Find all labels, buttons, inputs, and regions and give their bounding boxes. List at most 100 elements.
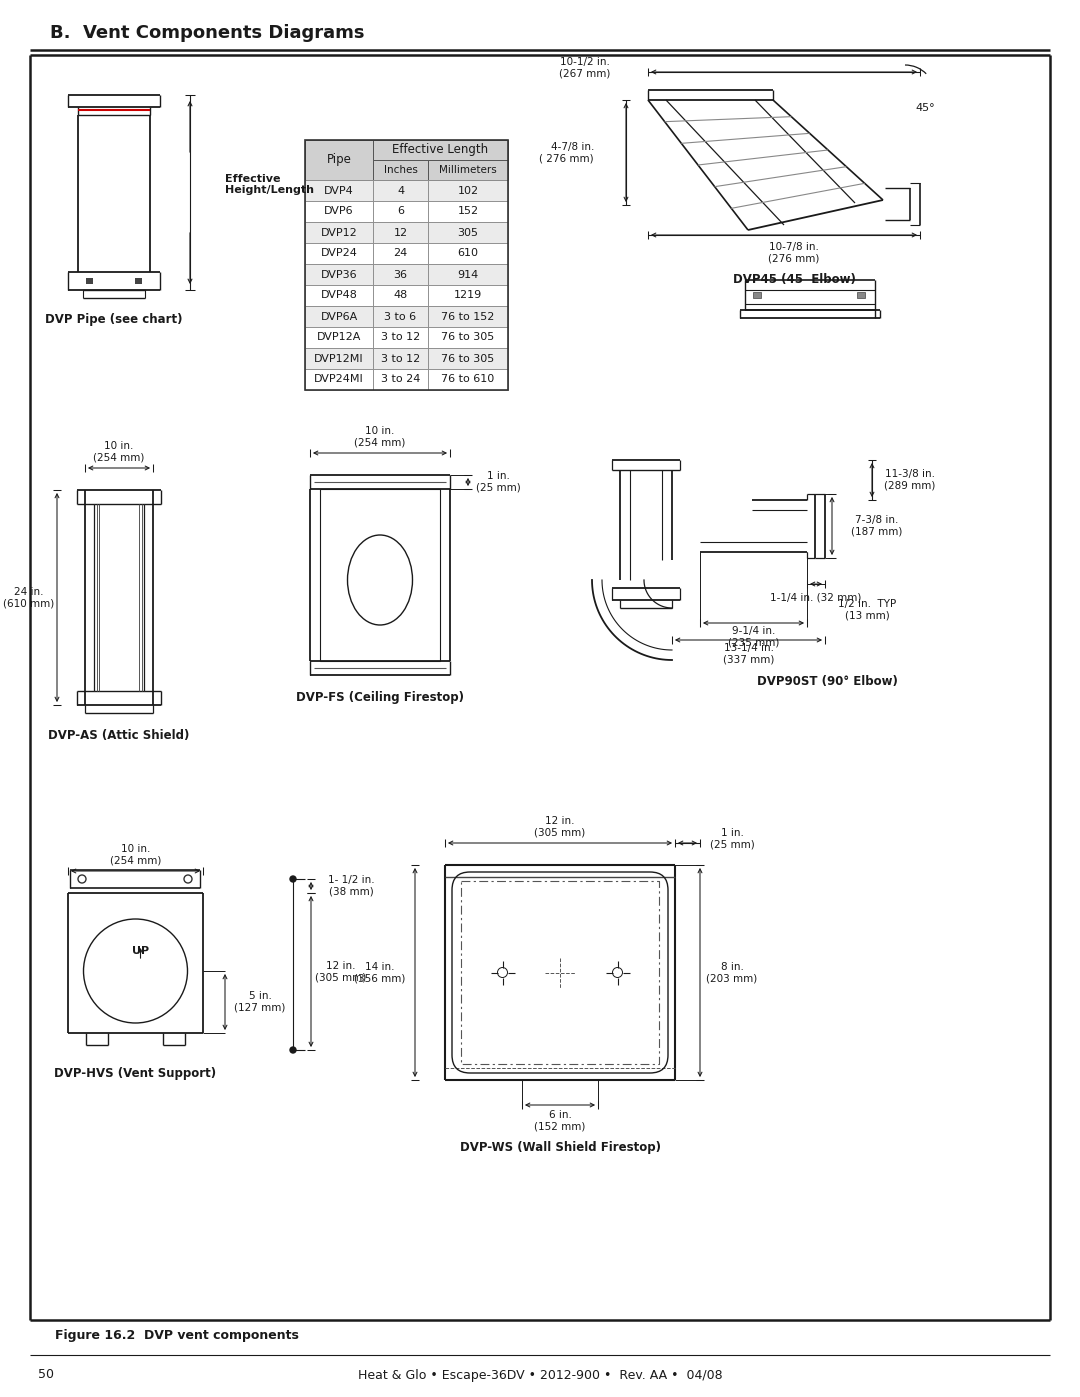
Bar xyxy=(373,306,428,327)
Bar xyxy=(373,180,428,201)
Text: 152: 152 xyxy=(458,207,478,217)
Bar xyxy=(305,140,373,180)
Text: DVP4: DVP4 xyxy=(324,186,354,196)
Text: B.  Vent Components Diagrams: B. Vent Components Diagrams xyxy=(50,24,365,42)
Bar xyxy=(428,243,508,264)
Bar xyxy=(428,222,508,243)
Bar xyxy=(305,306,373,327)
Text: DVP-HVS (Vent Support): DVP-HVS (Vent Support) xyxy=(54,1066,217,1080)
Text: 10-1/2 in.
(267 mm): 10-1/2 in. (267 mm) xyxy=(558,57,610,78)
Text: 48: 48 xyxy=(393,291,407,300)
Text: UP: UP xyxy=(132,946,149,956)
Text: Millimeters: Millimeters xyxy=(440,165,497,175)
Text: DVP Pipe (see chart): DVP Pipe (see chart) xyxy=(45,313,183,327)
Bar xyxy=(135,278,141,284)
Bar xyxy=(428,180,508,201)
Bar xyxy=(373,161,428,180)
Text: 76 to 305: 76 to 305 xyxy=(442,332,495,342)
Text: DVP90ST (90° Elbow): DVP90ST (90° Elbow) xyxy=(757,676,897,689)
Text: DVP24: DVP24 xyxy=(321,249,357,258)
Bar xyxy=(305,264,373,285)
Text: 1219: 1219 xyxy=(454,291,482,300)
Circle shape xyxy=(291,876,296,882)
Text: 610: 610 xyxy=(458,249,478,258)
Text: 4: 4 xyxy=(397,186,404,196)
Text: 8 in.
(203 mm): 8 in. (203 mm) xyxy=(706,961,758,983)
Text: DVP48: DVP48 xyxy=(321,291,357,300)
Text: 9-1/4 in.
(235 mm): 9-1/4 in. (235 mm) xyxy=(728,626,779,648)
Bar xyxy=(305,348,373,369)
Text: 14 in.
(356 mm): 14 in. (356 mm) xyxy=(354,961,406,983)
Text: 10 in.
(254 mm): 10 in. (254 mm) xyxy=(110,844,161,866)
Bar xyxy=(428,285,508,306)
Bar xyxy=(373,327,428,348)
Text: 1 in.
(25 mm): 1 in. (25 mm) xyxy=(710,828,754,849)
Text: 102: 102 xyxy=(458,186,478,196)
Bar xyxy=(305,140,508,390)
Bar xyxy=(305,201,373,222)
Text: DVP45 (45  Elbow): DVP45 (45 Elbow) xyxy=(732,274,855,286)
Bar xyxy=(428,369,508,390)
Text: DVP6: DVP6 xyxy=(324,207,354,217)
Bar xyxy=(373,369,428,390)
Text: DVP-AS (Attic Shield): DVP-AS (Attic Shield) xyxy=(49,728,190,742)
Bar xyxy=(373,222,428,243)
Text: 3 to 12: 3 to 12 xyxy=(381,353,420,363)
Text: 24 in.
(610 mm): 24 in. (610 mm) xyxy=(3,587,55,608)
Bar xyxy=(305,180,373,201)
Text: Effective
Height/Length: Effective Height/Length xyxy=(225,173,314,196)
Text: 24: 24 xyxy=(393,249,407,258)
Text: 10 in.
(254 mm): 10 in. (254 mm) xyxy=(93,441,145,462)
Text: 10 in.
(254 mm): 10 in. (254 mm) xyxy=(354,426,406,448)
Text: 1- 1/2 in.
(38 mm): 1- 1/2 in. (38 mm) xyxy=(327,875,375,897)
Text: 12: 12 xyxy=(393,228,407,237)
Bar xyxy=(428,201,508,222)
Text: DVP12: DVP12 xyxy=(321,228,357,237)
Text: 3 to 24: 3 to 24 xyxy=(381,374,420,384)
Text: 6 in.
(152 mm): 6 in. (152 mm) xyxy=(535,1111,585,1132)
Text: 76 to 305: 76 to 305 xyxy=(442,353,495,363)
Bar xyxy=(373,285,428,306)
Text: 12 in.
(305 mm): 12 in. (305 mm) xyxy=(315,961,366,982)
Text: 3 to 12: 3 to 12 xyxy=(381,332,420,342)
Text: 36: 36 xyxy=(393,270,407,279)
Text: 6: 6 xyxy=(397,207,404,217)
Text: 305: 305 xyxy=(458,228,478,237)
Bar xyxy=(428,264,508,285)
Text: 76 to 152: 76 to 152 xyxy=(442,312,495,321)
Text: 50: 50 xyxy=(38,1369,54,1382)
Bar xyxy=(373,348,428,369)
Bar xyxy=(428,348,508,369)
Bar xyxy=(305,243,373,264)
Text: 7-3/8 in.
(187 mm): 7-3/8 in. (187 mm) xyxy=(851,515,903,536)
Circle shape xyxy=(291,1046,296,1053)
Bar xyxy=(305,327,373,348)
Text: DVP6A: DVP6A xyxy=(321,312,357,321)
Text: 4-7/8 in.
( 276 mm): 4-7/8 in. ( 276 mm) xyxy=(539,141,594,163)
Text: 12 in.
(305 mm): 12 in. (305 mm) xyxy=(535,816,585,838)
Text: 10-7/8 in.
(276 mm): 10-7/8 in. (276 mm) xyxy=(768,242,820,264)
Text: Inches: Inches xyxy=(383,165,418,175)
Bar xyxy=(305,285,373,306)
Text: Pipe: Pipe xyxy=(326,154,351,166)
Text: Heat & Glo • Escape-36DV • 2012-900 •  Rev. AA •  04/08: Heat & Glo • Escape-36DV • 2012-900 • Re… xyxy=(357,1369,723,1382)
Bar xyxy=(753,292,761,298)
Bar xyxy=(373,264,428,285)
Text: DVP-WS (Wall Shield Firestop): DVP-WS (Wall Shield Firestop) xyxy=(459,1140,661,1154)
Bar xyxy=(428,327,508,348)
Text: 1/2 in.  TYP
(13 mm): 1/2 in. TYP (13 mm) xyxy=(838,599,896,620)
Bar xyxy=(858,292,865,298)
Bar xyxy=(86,278,93,284)
Text: 1 in.
(25 mm): 1 in. (25 mm) xyxy=(475,471,521,493)
Text: Figure 16.2  DVP vent components: Figure 16.2 DVP vent components xyxy=(55,1329,299,1341)
Text: 3 to 6: 3 to 6 xyxy=(384,312,417,321)
Text: DVP12A: DVP12A xyxy=(316,332,361,342)
Text: 11-3/8 in.
(289 mm): 11-3/8 in. (289 mm) xyxy=(885,469,935,490)
Text: Effective Length: Effective Length xyxy=(392,144,488,156)
Text: 45°: 45° xyxy=(915,103,935,113)
Bar xyxy=(305,369,373,390)
Text: 5 in.
(127 mm): 5 in. (127 mm) xyxy=(234,992,286,1013)
Bar xyxy=(428,306,508,327)
Text: 1-1/4 in. (32 mm): 1-1/4 in. (32 mm) xyxy=(770,592,862,604)
Text: DVP36: DVP36 xyxy=(321,270,357,279)
